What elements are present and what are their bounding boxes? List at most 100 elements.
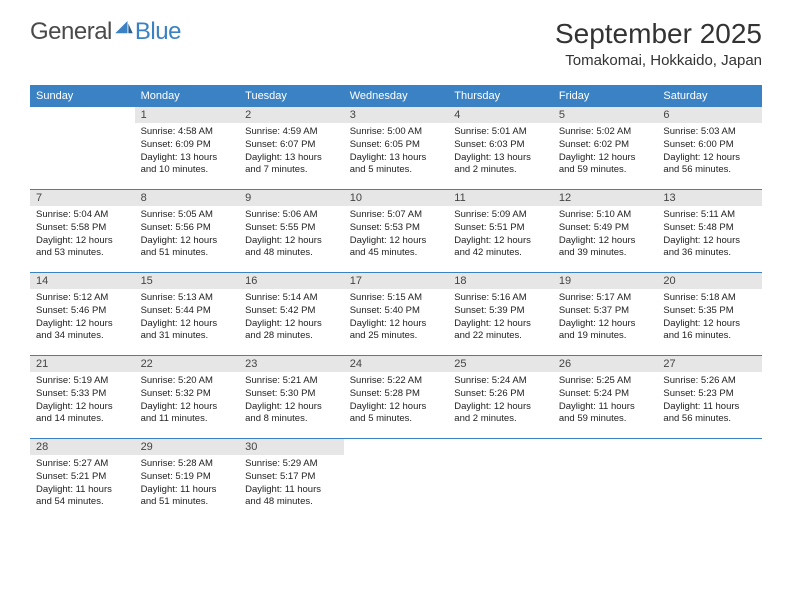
sunset-text: Sunset: 5:58 PM	[36, 222, 129, 235]
sunset-text: Sunset: 5:33 PM	[36, 388, 129, 401]
sunset-text: Sunset: 5:35 PM	[663, 305, 756, 318]
day-details: Sunrise: 5:21 AMSunset: 5:30 PMDaylight:…	[239, 372, 344, 432]
sunrise-text: Sunrise: 5:05 AM	[141, 209, 234, 222]
sunrise-text: Sunrise: 5:12 AM	[36, 292, 129, 305]
weekday-header: Sunday	[30, 85, 135, 107]
sail-icon	[115, 21, 133, 35]
daylight-text: Daylight: 12 hours and 39 minutes.	[559, 235, 652, 261]
daylight-text: Daylight: 13 hours and 10 minutes.	[141, 152, 234, 178]
calendar-cell: 1Sunrise: 4:58 AMSunset: 6:09 PMDaylight…	[135, 107, 240, 189]
day-details: Sunrise: 5:22 AMSunset: 5:28 PMDaylight:…	[344, 372, 449, 432]
calendar-cell	[657, 439, 762, 521]
calendar-cell: 4 Sunrise: 5:01 AMSunset: 6:03 PMDaylight…	[448, 107, 553, 189]
sunrise-text: Sunrise: 5:22 AM	[350, 375, 443, 388]
day-number: 4	[448, 107, 553, 123]
day-details: Sunrise: 5:15 AMSunset: 5:40 PMDaylight:…	[344, 289, 449, 349]
sunrise-text: Sunrise: 5:24 AM	[454, 375, 547, 388]
daylight-text: Daylight: 11 hours and 59 minutes.	[559, 401, 652, 427]
day-details: Sunrise: 5:25 AMSunset: 5:24 PMDaylight:…	[553, 372, 658, 432]
sunrise-text: Sunrise: 5:19 AM	[36, 375, 129, 388]
day-details: Sunrise: 5:03 AMSunset: 6:00 PMDaylight:…	[657, 123, 762, 183]
daylight-text: Daylight: 12 hours and 19 minutes.	[559, 318, 652, 344]
sunset-text: Sunset: 5:39 PM	[454, 305, 547, 318]
sunset-text: Sunset: 5:32 PM	[141, 388, 234, 401]
day-number: 10	[344, 190, 449, 206]
weekday-header: Friday	[553, 85, 658, 107]
daylight-text: Daylight: 12 hours and 28 minutes.	[245, 318, 338, 344]
daylight-text: Daylight: 11 hours and 48 minutes.	[245, 484, 338, 510]
sunset-text: Sunset: 5:51 PM	[454, 222, 547, 235]
daylight-text: Daylight: 13 hours and 2 minutes.	[454, 152, 547, 178]
day-number: 16	[239, 273, 344, 289]
daylight-text: Daylight: 12 hours and 8 minutes.	[245, 401, 338, 427]
calendar-row: 28Sunrise: 5:27 AMSunset: 5:21 PMDayligh…	[30, 439, 762, 521]
day-number: 27	[657, 356, 762, 372]
sunset-text: Sunset: 6:03 PM	[454, 139, 547, 152]
sunrise-text: Sunrise: 5:18 AM	[663, 292, 756, 305]
calendar-cell: 13Sunrise: 5:11 AMSunset: 5:48 PMDayligh…	[657, 190, 762, 272]
day-number: 24	[344, 356, 449, 372]
calendar-cell: 14Sunrise: 5:12 AMSunset: 5:46 PMDayligh…	[30, 273, 135, 355]
day-number: 22	[135, 356, 240, 372]
calendar: Sunday Monday Tuesday Wednesday Thursday…	[30, 85, 762, 521]
sunset-text: Sunset: 5:44 PM	[141, 305, 234, 318]
daylight-text: Daylight: 12 hours and 25 minutes.	[350, 318, 443, 344]
sunrise-text: Sunrise: 5:07 AM	[350, 209, 443, 222]
day-number: 8	[135, 190, 240, 206]
calendar-cell: 10Sunrise: 5:07 AMSunset: 5:53 PMDayligh…	[344, 190, 449, 272]
sunset-text: Sunset: 5:40 PM	[350, 305, 443, 318]
daylight-text: Daylight: 12 hours and 11 minutes.	[141, 401, 234, 427]
calendar-cell: 12Sunrise: 5:10 AMSunset: 5:49 PMDayligh…	[553, 190, 658, 272]
day-details: Sunrise: 5:00 AMSunset: 6:05 PMDaylight:…	[344, 123, 449, 183]
calendar-cell	[344, 439, 449, 521]
calendar-body: 1Sunrise: 4:58 AMSunset: 6:09 PMDaylight…	[30, 107, 762, 521]
sunset-text: Sunset: 5:42 PM	[245, 305, 338, 318]
daylight-text: Daylight: 12 hours and 34 minutes.	[36, 318, 129, 344]
sunset-text: Sunset: 5:55 PM	[245, 222, 338, 235]
day-number: 13	[657, 190, 762, 206]
day-number: 23	[239, 356, 344, 372]
daylight-text: Daylight: 12 hours and 22 minutes.	[454, 318, 547, 344]
day-number: 1	[135, 107, 240, 123]
calendar-cell: 15Sunrise: 5:13 AMSunset: 5:44 PMDayligh…	[135, 273, 240, 355]
calendar-cell: 25Sunrise: 5:24 AMSunset: 5:26 PMDayligh…	[448, 356, 553, 438]
logo: General Blue	[30, 18, 181, 46]
calendar-cell: 18Sunrise: 5:16 AMSunset: 5:39 PMDayligh…	[448, 273, 553, 355]
day-number: 25	[448, 356, 553, 372]
sunrise-text: Sunrise: 5:28 AM	[141, 458, 234, 471]
sunrise-text: Sunrise: 5:27 AM	[36, 458, 129, 471]
calendar-cell: 29Sunrise: 5:28 AMSunset: 5:19 PMDayligh…	[135, 439, 240, 521]
sunrise-text: Sunrise: 5:14 AM	[245, 292, 338, 305]
calendar-cell	[448, 439, 553, 521]
weekday-header: Monday	[135, 85, 240, 107]
sunset-text: Sunset: 5:53 PM	[350, 222, 443, 235]
calendar-cell: 11Sunrise: 5:09 AMSunset: 5:51 PMDayligh…	[448, 190, 553, 272]
day-details: Sunrise: 5:09 AMSunset: 5:51 PMDaylight:…	[448, 206, 553, 266]
daylight-text: Daylight: 12 hours and 45 minutes.	[350, 235, 443, 261]
calendar-cell: 27Sunrise: 5:26 AMSunset: 5:23 PMDayligh…	[657, 356, 762, 438]
sunrise-text: Sunrise: 5:11 AM	[663, 209, 756, 222]
month-title: September 2025	[555, 18, 762, 50]
sunrise-text: Sunrise: 5:13 AM	[141, 292, 234, 305]
calendar-cell: 9Sunrise: 5:06 AMSunset: 5:55 PMDaylight…	[239, 190, 344, 272]
daylight-text: Daylight: 12 hours and 36 minutes.	[663, 235, 756, 261]
day-details: Sunrise: 5:07 AMSunset: 5:53 PMDaylight:…	[344, 206, 449, 266]
calendar-cell: 2Sunrise: 4:59 AMSunset: 6:07 PMDaylight…	[239, 107, 344, 189]
location-text: Tomakomai, Hokkaido, Japan	[555, 52, 762, 69]
day-number: 3	[344, 107, 449, 123]
sunset-text: Sunset: 5:46 PM	[36, 305, 129, 318]
sunrise-text: Sunrise: 5:20 AM	[141, 375, 234, 388]
day-number: 11	[448, 190, 553, 206]
daylight-text: Daylight: 12 hours and 59 minutes.	[559, 152, 652, 178]
sunset-text: Sunset: 6:05 PM	[350, 139, 443, 152]
day-details: Sunrise: 5:02 AMSunset: 6:02 PMDaylight:…	[553, 123, 658, 183]
day-details: Sunrise: 5:10 AMSunset: 5:49 PMDaylight:…	[553, 206, 658, 266]
sunrise-text: Sunrise: 5:01 AM	[454, 126, 547, 139]
sunrise-text: Sunrise: 5:00 AM	[350, 126, 443, 139]
day-details: Sunrise: 5:13 AMSunset: 5:44 PMDaylight:…	[135, 289, 240, 349]
sunrise-text: Sunrise: 5:15 AM	[350, 292, 443, 305]
day-number: 29	[135, 439, 240, 455]
sunrise-text: Sunrise: 5:25 AM	[559, 375, 652, 388]
day-details: Sunrise: 5:11 AMSunset: 5:48 PMDaylight:…	[657, 206, 762, 266]
sunrise-text: Sunrise: 4:59 AM	[245, 126, 338, 139]
